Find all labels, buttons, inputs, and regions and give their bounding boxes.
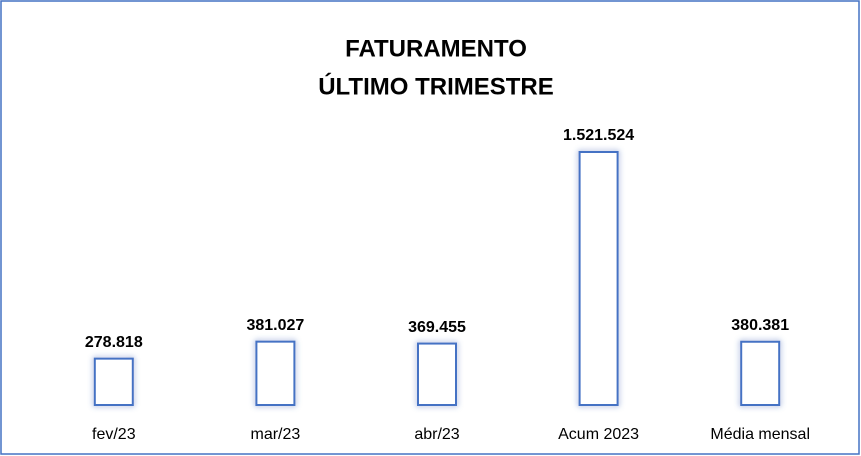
bar xyxy=(93,357,134,407)
data-label: 380.381 xyxy=(731,317,789,334)
x-tick-label: mar/23 xyxy=(251,426,301,443)
bar xyxy=(417,342,457,406)
x-tick-label: Acum 2023 xyxy=(558,426,639,443)
x-tick-label: fev/23 xyxy=(92,426,136,443)
bar xyxy=(255,340,296,406)
data-label: 381.027 xyxy=(246,317,304,334)
data-label: 1.521.524 xyxy=(563,127,634,144)
x-tick-label: abr/23 xyxy=(414,426,459,443)
chart-title: FATURAMENTO xyxy=(345,35,527,62)
data-label: 278.818 xyxy=(85,334,143,351)
x-tick-label: Média mensal xyxy=(710,426,810,443)
bar xyxy=(740,340,781,406)
bar xyxy=(578,151,619,406)
data-label: 369.455 xyxy=(408,319,466,336)
chart-title: ÚLTIMO TRIMESTRE xyxy=(318,72,554,100)
